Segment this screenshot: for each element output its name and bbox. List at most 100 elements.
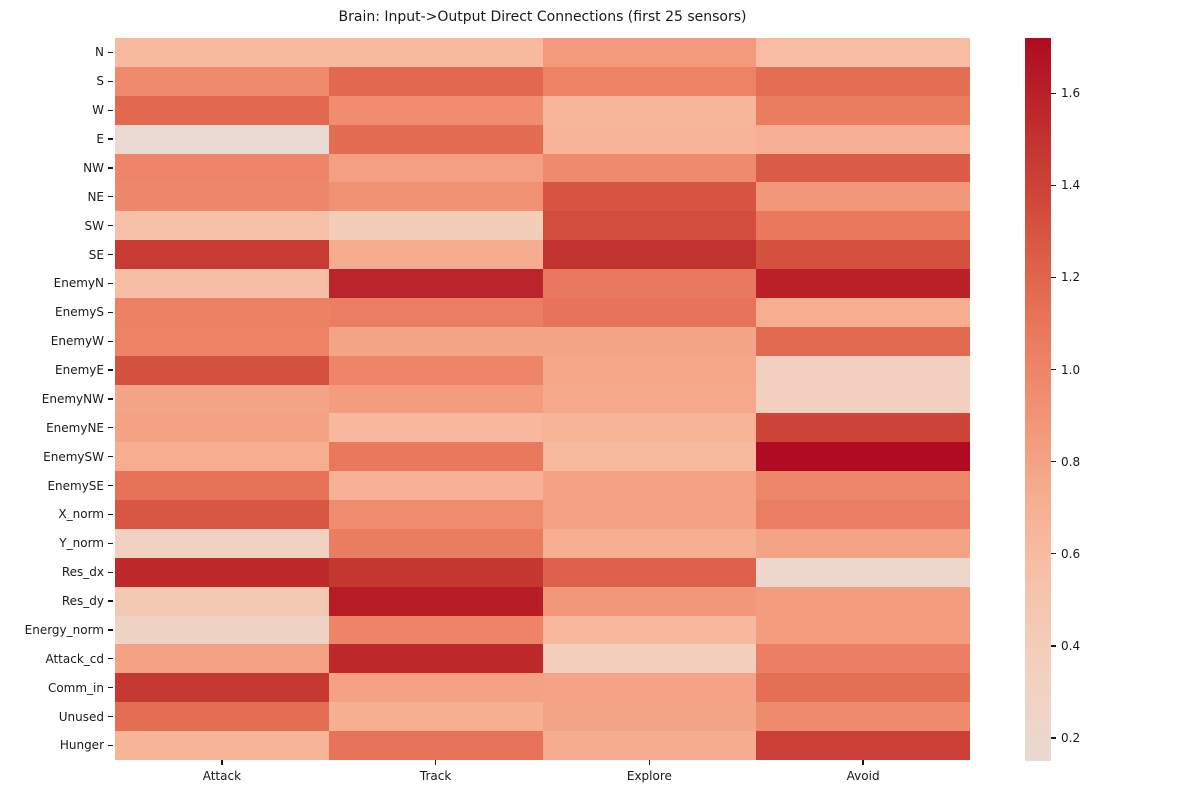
- y-row-EnemySW: EnemySW: [0, 442, 113, 471]
- heatmap-cell-S-Avoid: [756, 66, 970, 96]
- heatmap-cell-SW-Track: [328, 211, 543, 241]
- heatmap-cell-E-Explore: [542, 124, 757, 154]
- y-row-EnemyNE: EnemyNE: [0, 413, 113, 442]
- y-tick-label: Attack_cd: [45, 651, 104, 666]
- y-tick-mark: [108, 513, 113, 516]
- y-row-NW: NW: [0, 154, 113, 183]
- heatmap-cell-Y_norm-Explore: [542, 528, 757, 558]
- heatmap-cell-EnemyS-Track: [328, 297, 543, 327]
- heatmap-cell-EnemyS-Explore: [542, 297, 757, 327]
- heatmap-cell-Comm_in-Track: [328, 673, 543, 703]
- y-tick-label: EnemyS: [55, 305, 104, 320]
- y-tick-label: NW: [83, 160, 104, 175]
- heatmap-cell-Y_norm-Attack: [115, 528, 329, 558]
- heatmap-cell-N-Track: [328, 38, 543, 67]
- colorbar-tick-1.2: 1.2: [1051, 270, 1080, 284]
- heatmap-cell-EnemySW-Attack: [115, 442, 329, 472]
- heatmap-cell-EnemyE-Track: [328, 355, 543, 385]
- y-row-SE: SE: [0, 240, 113, 269]
- y-tick-mark: [108, 369, 113, 371]
- heatmap-cell-Hunger-Avoid: [756, 731, 970, 760]
- y-tick-label: Res_dx: [61, 565, 104, 580]
- heatmap-cell-NW-Track: [328, 153, 543, 183]
- y-row-EnemyN: EnemyN: [0, 269, 113, 298]
- heatmap-cell-EnemyNE-Avoid: [756, 413, 970, 443]
- colorbar-tick-mark: [1051, 184, 1056, 186]
- y-tick-mark: [108, 715, 113, 718]
- heatmap-cell-NW-Attack: [115, 153, 329, 183]
- heatmap-cell-Res_dy-Attack: [115, 586, 329, 616]
- colorbar-tick-mark: [1051, 276, 1056, 279]
- colorbar-tick-1.0: 1.0: [1051, 363, 1080, 377]
- heatmap-cell-EnemyNE-Explore: [542, 413, 757, 443]
- heatmap-cell-Energy_norm-Avoid: [756, 615, 970, 645]
- x-tick-label: Explore: [626, 769, 672, 783]
- colorbar-tick-1.4: 1.4: [1051, 178, 1080, 192]
- heatmap-cell-Comm_in-Explore: [542, 673, 757, 703]
- heatmap-cell-X_norm-Avoid: [756, 500, 970, 529]
- y-row-S: S: [0, 67, 113, 96]
- heatmap-cell-Res_dx-Avoid: [756, 557, 970, 587]
- heatmap-cell-Hunger-Attack: [115, 731, 329, 760]
- y-tick-mark: [108, 398, 113, 400]
- y-tick-label: EnemyNW: [41, 391, 104, 406]
- y-row-Res_dy: Res_dy: [0, 587, 113, 616]
- heatmap-cell-EnemyS-Avoid: [756, 297, 970, 327]
- y-tick-mark: [108, 225, 113, 227]
- heatmap-cell-N-Attack: [115, 38, 329, 67]
- chart-title: Brain: Input->Output Direct Connections …: [338, 9, 747, 25]
- y-row-Y_norm: Y_norm: [0, 529, 113, 558]
- heatmap-cell-SW-Attack: [115, 211, 329, 241]
- heatmap-cell-Attack_cd-Avoid: [756, 644, 970, 674]
- heatmap-cell-NE-Explore: [542, 182, 757, 212]
- y-tick-mark: [108, 80, 113, 82]
- heatmap-cell-Res_dx-Track: [328, 557, 543, 587]
- heatmap-cell-EnemyN-Attack: [115, 269, 329, 298]
- heatmap-cell-X_norm-Explore: [542, 500, 757, 529]
- heatmap-cell-SE-Track: [328, 240, 543, 270]
- y-tick-label: EnemySW: [43, 449, 104, 464]
- colorbar-tick-0.6: 0.6: [1051, 547, 1080, 561]
- y-row-Comm_in: Comm_in: [0, 673, 113, 702]
- heatmap-cell-EnemyE-Attack: [115, 355, 329, 385]
- heatmap-cell-X_norm-Track: [328, 500, 543, 529]
- y-tick-label: EnemyW: [50, 334, 104, 349]
- colorbar-tick-mark: [1051, 645, 1056, 647]
- x-tick-label: Attack: [202, 769, 242, 783]
- heatmap-cell-W-Avoid: [756, 95, 970, 125]
- y-row-Attack_cd: Attack_cd: [0, 644, 113, 673]
- colorbar-tick-label: 0.6: [1061, 546, 1081, 561]
- y-tick-label: X_norm: [58, 507, 104, 522]
- y-tick-mark: [108, 600, 113, 602]
- heatmap-cell-Unused-Attack: [115, 702, 329, 732]
- colorbar-tick-label: 1.0: [1061, 362, 1081, 377]
- y-tick-label: NE: [87, 189, 104, 204]
- y-tick-label: S: [96, 74, 104, 89]
- heatmap-cell-SE-Explore: [542, 240, 757, 270]
- heatmap-cell-Attack_cd-Explore: [542, 644, 757, 674]
- colorbar: [1025, 38, 1051, 761]
- colorbar-tick-mark: [1051, 553, 1056, 555]
- heatmap-cell-Res_dy-Avoid: [756, 586, 970, 616]
- heatmap-cell-EnemySW-Explore: [542, 442, 757, 472]
- heatmap-cell-Y_norm-Avoid: [756, 528, 970, 558]
- y-tick-label: Comm_in: [47, 680, 104, 695]
- y-row-X_norm: X_norm: [0, 500, 113, 529]
- colorbar-tick-0.2: 0.2: [1051, 731, 1080, 745]
- heatmap-cell-EnemySW-Track: [328, 442, 543, 472]
- heatmap-cell-S-Track: [328, 66, 543, 96]
- y-row-EnemyS: EnemyS: [0, 298, 113, 327]
- x-col-Avoid: Avoid: [756, 760, 970, 792]
- y-tick-mark: [108, 744, 113, 747]
- x-tick-mark: [862, 760, 864, 765]
- heatmap-cell-EnemyW-Explore: [542, 326, 757, 356]
- y-tick-mark: [108, 109, 113, 111]
- heatmap-cell-Res_dx-Explore: [542, 557, 757, 587]
- heatmap-cell-Y_norm-Track: [328, 528, 543, 558]
- colorbar-tick-1.6: 1.6: [1051, 86, 1080, 100]
- x-tick-mark: [221, 760, 223, 765]
- x-tick-label: Avoid: [846, 769, 880, 783]
- y-tick-label: N: [95, 45, 104, 60]
- heatmap-cell-NE-Track: [328, 182, 543, 212]
- y-row-EnemyE: EnemyE: [0, 356, 113, 385]
